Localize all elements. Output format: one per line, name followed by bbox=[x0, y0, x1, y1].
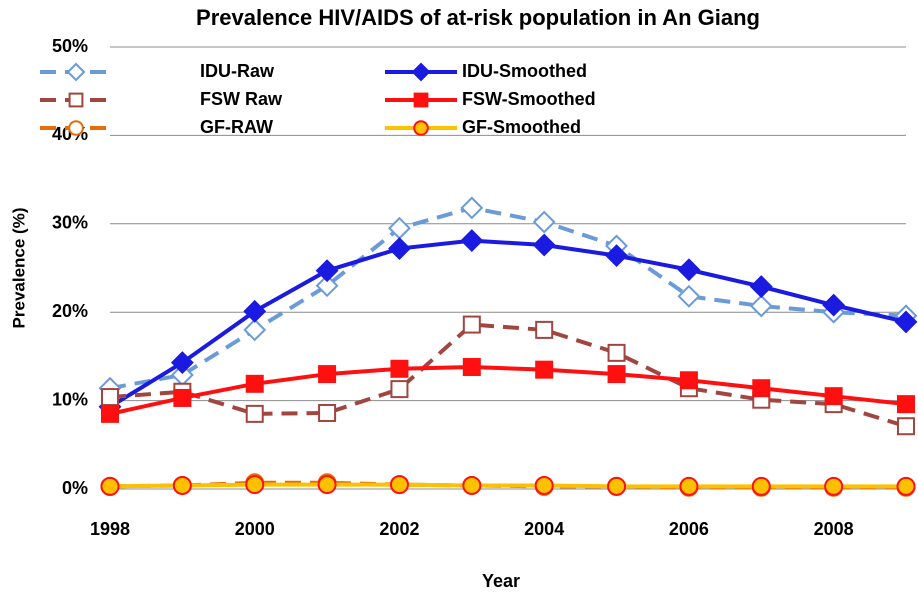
x-tick-label: 2008 bbox=[814, 519, 854, 539]
data-point bbox=[100, 476, 120, 496]
data-point bbox=[532, 233, 556, 257]
y-tick-label: 30% bbox=[52, 213, 88, 233]
data-point bbox=[173, 388, 192, 407]
data-point bbox=[752, 379, 771, 398]
x-tick-label: 2004 bbox=[524, 519, 564, 539]
data-point bbox=[170, 351, 194, 375]
series-line bbox=[108, 238, 907, 409]
legend-label: FSW-Smoothed bbox=[462, 89, 596, 109]
legend-label: FSW Raw bbox=[200, 89, 283, 109]
data-point bbox=[243, 299, 267, 323]
x-tick-label: 2002 bbox=[379, 519, 419, 539]
legend-marker bbox=[413, 92, 429, 108]
data-point bbox=[535, 360, 554, 379]
series-line bbox=[109, 365, 907, 416]
y-tick-label: 50% bbox=[52, 36, 88, 56]
data-point bbox=[390, 359, 409, 378]
data-point bbox=[824, 387, 843, 406]
data-point bbox=[894, 310, 918, 334]
data-point bbox=[462, 315, 481, 334]
data-point bbox=[896, 476, 916, 496]
legend-label: GF-Smoothed bbox=[462, 117, 581, 137]
legend-label: GF-RAW bbox=[200, 117, 273, 137]
series-line bbox=[109, 322, 907, 429]
data-point bbox=[897, 395, 915, 414]
series-line bbox=[109, 205, 907, 391]
x-tick-label: 2006 bbox=[669, 519, 709, 539]
data-point bbox=[318, 365, 337, 384]
data-point bbox=[749, 275, 773, 298]
data-point bbox=[679, 476, 699, 496]
y-tick-label: 20% bbox=[52, 301, 88, 321]
data-point bbox=[388, 237, 411, 260]
data-point bbox=[101, 404, 119, 423]
data-point bbox=[897, 417, 915, 436]
data-point bbox=[824, 476, 844, 496]
data-point bbox=[101, 388, 119, 407]
data-point bbox=[462, 358, 481, 377]
data-point bbox=[607, 343, 626, 362]
x-tick-label: 2000 bbox=[235, 519, 275, 539]
data-point bbox=[317, 475, 337, 495]
legend-marker bbox=[68, 92, 84, 108]
data-point bbox=[607, 365, 626, 384]
data-point bbox=[535, 320, 554, 339]
data-point bbox=[315, 259, 339, 283]
legend-label: IDU-Smoothed bbox=[462, 61, 587, 81]
data-point bbox=[751, 476, 771, 496]
x-tick-label: 1998 bbox=[90, 519, 130, 539]
data-point bbox=[390, 380, 409, 399]
y-axis-label: Prevalence (%) bbox=[9, 208, 28, 329]
data-point bbox=[677, 284, 701, 308]
data-point bbox=[679, 371, 698, 390]
legend-marker bbox=[411, 62, 431, 82]
legend-marker bbox=[66, 62, 86, 82]
data-point bbox=[245, 374, 264, 393]
data-point bbox=[245, 475, 265, 495]
series-line bbox=[109, 482, 906, 489]
x-axis-label: Year bbox=[482, 571, 520, 591]
legend-marker bbox=[68, 120, 84, 136]
y-tick-label: 10% bbox=[52, 389, 88, 409]
legend-marker bbox=[413, 120, 429, 136]
data-point bbox=[677, 258, 701, 282]
data-point bbox=[532, 210, 556, 234]
data-point bbox=[605, 244, 628, 268]
data-point bbox=[460, 196, 484, 220]
data-point bbox=[607, 476, 627, 496]
data-point bbox=[460, 229, 484, 253]
data-point bbox=[318, 403, 337, 422]
chart-title: Prevalence HIV/AIDS of at-risk populatio… bbox=[196, 5, 760, 30]
data-point bbox=[389, 475, 409, 495]
y-tick-label: 0% bbox=[62, 478, 88, 498]
data-point bbox=[749, 294, 773, 318]
data-point bbox=[822, 293, 846, 317]
data-point bbox=[462, 475, 482, 495]
data-point bbox=[243, 318, 267, 342]
legend-label: IDU-Raw bbox=[200, 61, 275, 81]
data-point bbox=[315, 274, 339, 298]
data-point bbox=[172, 475, 192, 495]
data-point bbox=[245, 404, 264, 423]
data-point bbox=[534, 475, 554, 495]
